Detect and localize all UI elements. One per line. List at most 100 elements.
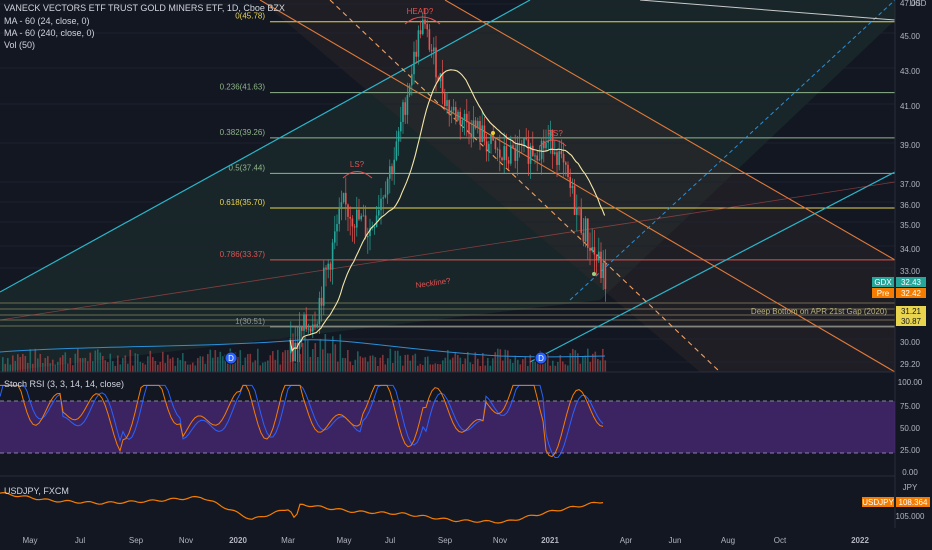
volume-bar — [129, 349, 132, 372]
volume-bar — [429, 364, 432, 372]
candle-body — [411, 74, 413, 86]
volume-bar — [447, 349, 449, 372]
neckline-line — [0, 181, 896, 321]
volume-bar — [504, 349, 507, 372]
channel-upper-line — [259, 0, 896, 373]
volume-bar — [439, 364, 442, 372]
volume-bar — [332, 336, 334, 372]
volume-bar — [359, 356, 362, 372]
volume-bar — [584, 355, 587, 372]
volume-bar — [527, 365, 529, 372]
candle-body — [448, 100, 450, 115]
dividend-marker-label: D — [538, 354, 544, 363]
candle-body — [582, 232, 585, 242]
usdjpy-title[interactable]: USDJPY, FXCM — [4, 486, 69, 496]
candle-body — [391, 166, 393, 173]
volume-bar — [104, 360, 107, 372]
volume-bar — [239, 350, 242, 372]
volume-bar — [214, 350, 217, 372]
volume-bar — [62, 355, 64, 372]
volume-bar — [202, 356, 204, 372]
candle-body — [569, 177, 571, 188]
volume-bar — [157, 364, 159, 372]
fib-label: 0(45.78) — [235, 12, 265, 21]
fib-label: 0.382(39.26) — [220, 128, 266, 137]
volume-bar — [464, 358, 467, 372]
dividend-marker[interactable] — [224, 351, 238, 365]
volume-bar — [34, 348, 37, 372]
candle-body — [589, 247, 591, 251]
volume-bar — [112, 361, 114, 372]
candle-body — [292, 340, 294, 361]
price-pane[interactable] — [0, 0, 895, 372]
price-tag-symbol — [872, 288, 894, 298]
candle-body — [433, 47, 435, 52]
candle-body — [342, 192, 345, 203]
volume-bar — [144, 364, 147, 372]
volume-bar — [469, 362, 472, 372]
candle-body — [529, 145, 532, 164]
candle-body — [446, 100, 448, 106]
time-axis-tick: Aug — [721, 536, 735, 545]
candle-body — [591, 247, 593, 251]
candle-body — [479, 121, 481, 143]
volume-bar — [514, 355, 517, 372]
candle-body — [327, 263, 329, 270]
indicator-ma-24[interactable]: MA - 60 (24, close, 0) — [4, 16, 90, 26]
stoch-rsi-title[interactable]: Stoch RSI (3, 3, 14, 14, close) — [4, 379, 125, 389]
volume-bar — [54, 364, 57, 372]
volume-bar — [304, 336, 307, 372]
volume-bar — [509, 359, 512, 372]
currency-label: USD — [910, 0, 927, 8]
volume-bar — [47, 356, 49, 372]
candle-body — [554, 152, 556, 155]
dividend-marker[interactable] — [534, 351, 548, 365]
volume-bar — [244, 357, 247, 372]
volume-bar — [9, 364, 12, 372]
candle-body — [406, 95, 409, 115]
time-axis-tick: Jul — [75, 536, 85, 545]
volume-bar — [517, 359, 519, 372]
candle-body — [538, 159, 541, 161]
price-axis-tick: 37.00 — [900, 180, 921, 189]
price-tag-value: 32.42 — [901, 289, 922, 298]
candle-body — [496, 149, 499, 151]
candle-body — [345, 192, 347, 205]
candle-body — [386, 178, 389, 195]
indicator-ma-240[interactable]: MA - 60 (240, close, 0) — [4, 28, 95, 38]
candle-body — [463, 113, 466, 120]
time-axis-tick: Sep — [129, 536, 144, 545]
candle-body — [598, 251, 600, 261]
price-tag — [896, 306, 926, 316]
candle-body — [556, 152, 558, 165]
candle-body — [562, 154, 565, 163]
gap-note: Deep Bottom on APR 21st Gap (2020) — [751, 307, 887, 316]
volume-bar — [119, 364, 122, 372]
candle-body — [334, 231, 336, 243]
lower-trendline — [529, 171, 896, 363]
candle-body — [584, 218, 587, 242]
candle-body — [604, 262, 607, 290]
volume-bar — [347, 350, 349, 372]
right-shoulder-label: RS? — [547, 129, 563, 138]
volume-bar — [12, 355, 14, 372]
volume-bar — [79, 358, 82, 372]
price-tag-value: 30.87 — [901, 317, 922, 326]
rsi-axis-tick: 0.00 — [902, 468, 918, 477]
volume-bar — [177, 357, 179, 372]
volume-bar — [477, 358, 479, 372]
mid-trendline — [569, 0, 896, 301]
volume-bar — [272, 351, 274, 372]
fib-label: 0.5(37.44) — [229, 163, 266, 172]
candle-body — [307, 328, 310, 330]
candle-body — [378, 210, 380, 216]
indicator-volume[interactable]: Vol (50) — [4, 40, 36, 50]
volume-bar — [154, 360, 157, 372]
volume-bar — [19, 357, 22, 372]
symbol-title[interactable]: VANECK VECTORS ETF TRUST GOLD MINERS ETF… — [4, 3, 285, 13]
volume-bar — [207, 354, 209, 372]
volume-bar — [557, 361, 559, 372]
fx-axis-tick: 105.000 — [896, 512, 925, 521]
volume-bar — [237, 356, 239, 372]
